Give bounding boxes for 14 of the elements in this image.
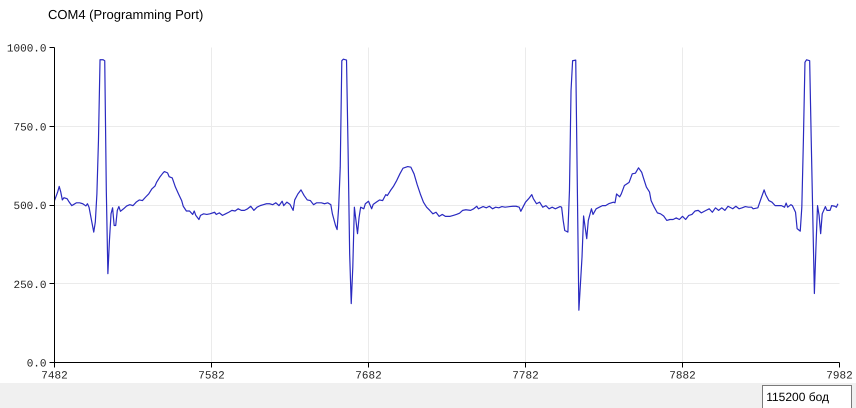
y-tick-label: 750.0 bbox=[13, 122, 47, 134]
y-tick-label: 0.0 bbox=[26, 358, 47, 370]
x-tick-label: 7682 bbox=[355, 370, 382, 382]
x-tick-label: 7882 bbox=[669, 370, 696, 382]
x-tick-label: 7582 bbox=[198, 370, 225, 382]
line-series bbox=[54, 58, 839, 311]
y-tick-label: 250.0 bbox=[13, 280, 47, 292]
chart-title: COM4 (Programming Port) bbox=[47, 7, 204, 22]
y-tick-label: 500.0 bbox=[13, 201, 47, 213]
x-tick-label: 7982 bbox=[826, 370, 853, 382]
x-tick-label: 7782 bbox=[512, 370, 539, 382]
x-tick-label: 7482 bbox=[41, 370, 68, 382]
text: 115200 бод bbox=[762, 385, 852, 408]
y-tick-label: 1000.0 bbox=[6, 44, 47, 56]
